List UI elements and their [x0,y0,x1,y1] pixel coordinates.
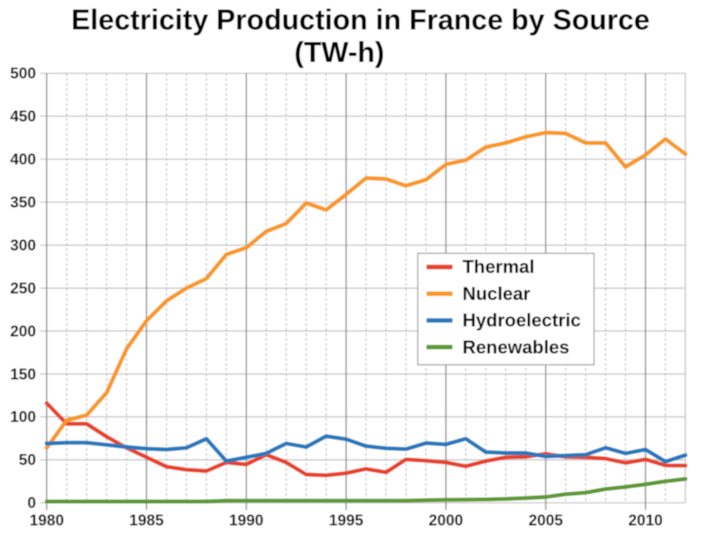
svg-text:1985: 1985 [129,513,164,530]
svg-text:Thermal: Thermal [463,256,535,277]
svg-text:2000: 2000 [429,513,463,530]
svg-text:Renewables: Renewables [463,336,570,357]
svg-text:Electricity Production in Fran: Electricity Production in France by Sour… [71,5,650,37]
svg-text:250: 250 [10,280,36,297]
svg-text:400: 400 [10,152,36,169]
svg-text:1990: 1990 [229,513,263,530]
svg-text:200: 200 [10,323,36,340]
svg-text:Hydroelectric: Hydroelectric [463,310,581,331]
svg-text:150: 150 [10,366,36,383]
svg-text:500: 500 [10,66,36,83]
svg-text:1995: 1995 [329,513,364,530]
svg-text:2010: 2010 [628,513,662,530]
svg-text:0: 0 [27,495,36,512]
svg-text:450: 450 [10,109,36,126]
svg-text:50: 50 [19,452,36,469]
svg-text:Nuclear: Nuclear [463,283,531,304]
svg-text:2005: 2005 [528,513,563,530]
svg-text:100: 100 [10,409,36,426]
svg-text:1980: 1980 [29,513,63,530]
svg-text:350: 350 [10,195,36,212]
svg-text:300: 300 [10,237,36,254]
svg-text:(TW-h): (TW-h) [294,37,384,69]
